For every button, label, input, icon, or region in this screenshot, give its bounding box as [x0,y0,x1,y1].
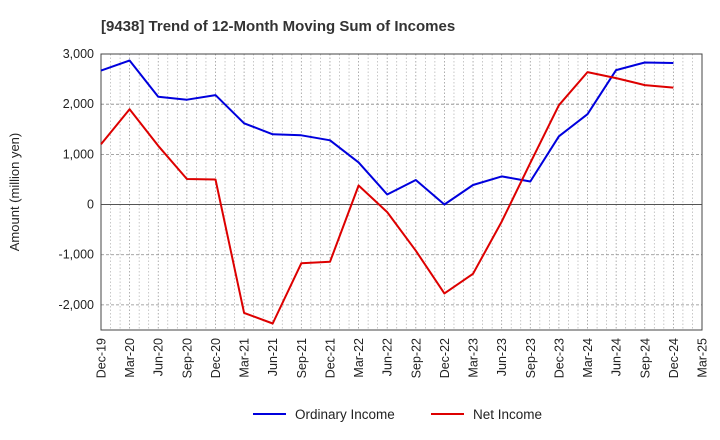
y-tick-label: 3,000 [63,47,94,61]
x-tick-label: Mar-21 [238,338,252,378]
y-tick-label: -1,000 [59,248,94,262]
axes: 3,000 2,000 1,000 0 -1,000 -2,000 Dec-19 Mar-20… [59,47,710,378]
x-tick-label: Jun-23 [495,338,509,376]
legend-label: Ordinary Income [295,407,395,422]
x-tick-label: Sep-22 [409,338,423,378]
x-tick-label: Jun-24 [610,338,624,376]
y-tick-label: -2,000 [59,298,94,312]
x-tick-label: Mar-23 [467,338,481,378]
y-tick-label: 0 [87,198,94,212]
grid [100,53,703,330]
plot-frame [100,53,703,331]
x-tick-label: Jun-20 [152,338,166,376]
y-tick-label: 1,000 [63,147,94,161]
series-line-net-income [100,71,674,325]
x-tick-label: Dec-22 [438,338,452,378]
x-tick-label: Dec-24 [667,338,681,378]
x-tick-label: Dec-21 [323,338,337,378]
series [100,59,674,325]
x-tick-label: Mar-22 [352,338,366,378]
x-tick-label: Dec-23 [552,338,566,378]
x-tick-label: Jun-22 [381,338,395,376]
x-tick-label: Sep-23 [524,338,538,378]
x-tick-label: Sep-24 [638,338,652,378]
x-tick-label: Jun-21 [266,338,280,376]
x-tick-label: Sep-21 [295,338,309,378]
y-tick-label: 2,000 [63,97,94,111]
x-tick-label: Mar-25 [696,338,710,378]
x-tick-label: Mar-20 [123,338,137,378]
x-tick-label: Sep-20 [180,338,194,378]
x-tick-label: Dec-20 [209,338,223,378]
x-tick-label: Dec-19 [95,338,109,378]
x-tick-label: Mar-24 [581,338,595,378]
legend: Ordinary Income Net Income [253,407,542,422]
series-line-ordinary-income [100,59,674,206]
y-axis-label: Amount (million yen) [7,133,22,252]
chart-title: [9438] Trend of 12-Month Moving Sum of I… [101,18,455,35]
legend-label: Net Income [473,407,542,422]
